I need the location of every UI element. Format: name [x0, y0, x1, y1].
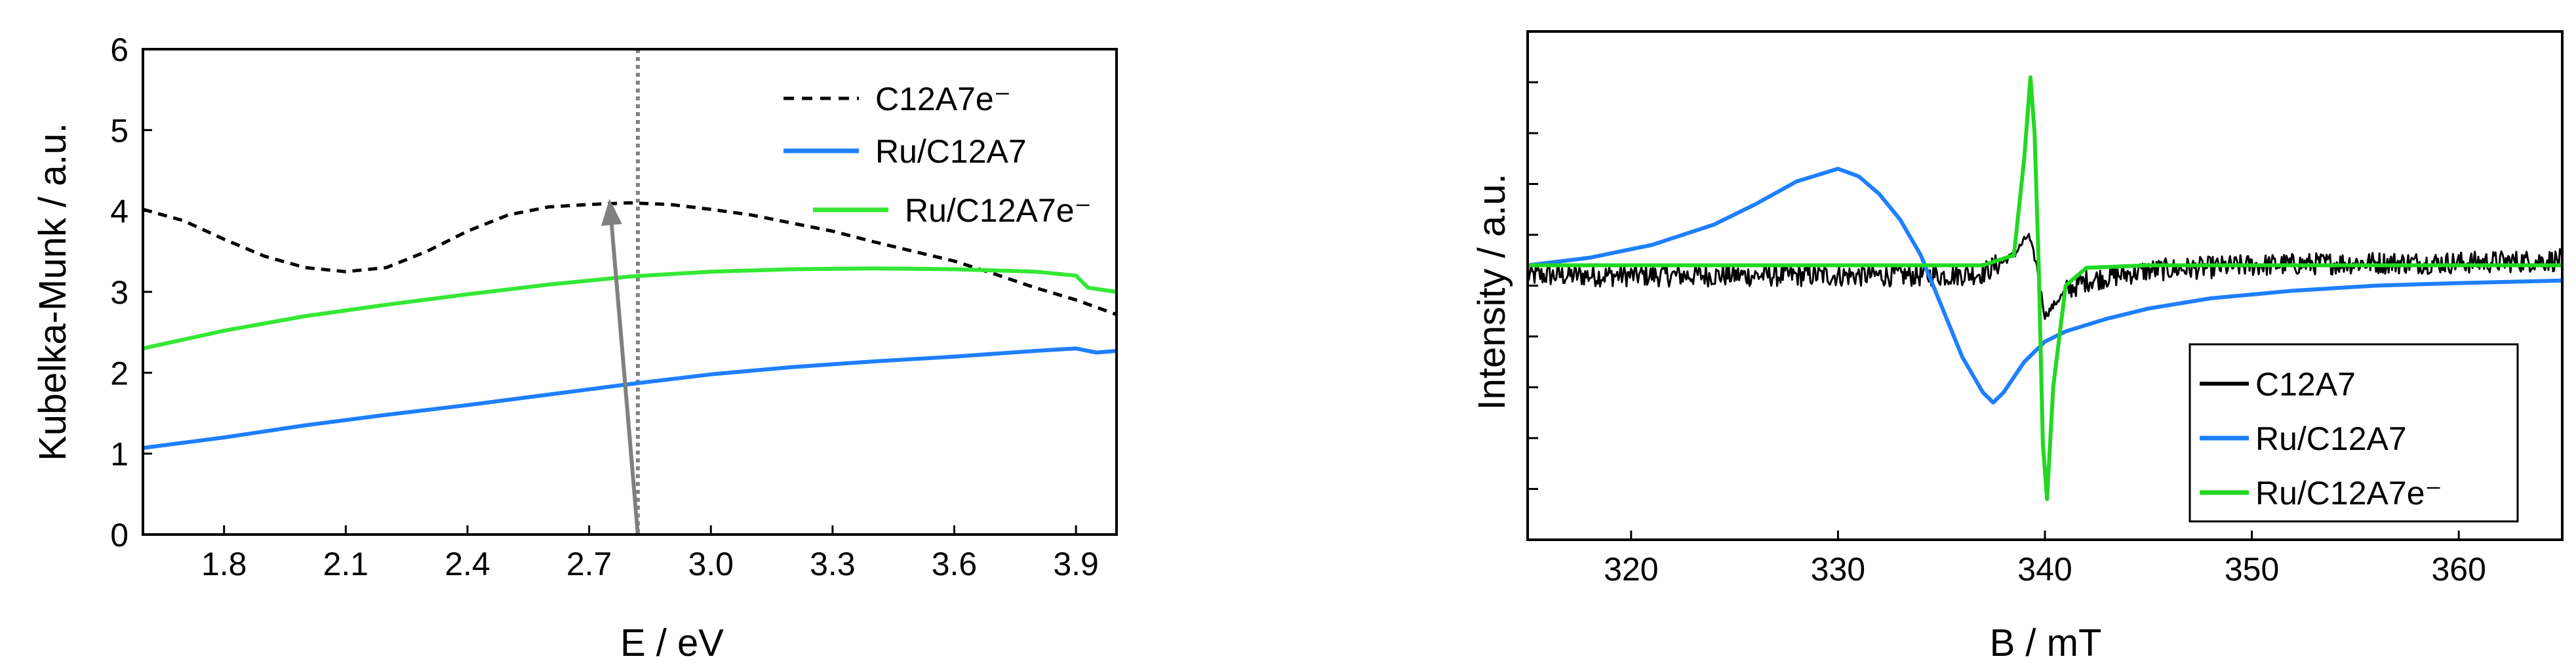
uvvis-legend: C12A7e⁻ Ru/C12A7 Ru/C12A7e⁻ [783, 81, 1092, 229]
legend-label-c12a7e: C12A7e⁻ [875, 81, 1011, 117]
uvvis-y-tick-label: 4 [110, 193, 129, 230]
uvvis-y-tick-label: 3 [110, 274, 129, 311]
uvvis-x-tick-label: 3.3 [810, 546, 856, 582]
epr-y-axis-label: Intensity / a.u. [1471, 173, 1513, 410]
uvvis-x-tick-label: 3.6 [932, 546, 978, 582]
epr-x-tick-label: 340 [2017, 551, 2072, 588]
epr-plot-frame [1526, 30, 2564, 541]
uvvis-y-tick-label: 2 [110, 355, 129, 392]
uvvis-x-tick-label: 2.1 [323, 546, 369, 582]
uvvis-y-axis-label: Kubelka-Munk / a.u. [31, 123, 74, 461]
epr-panel: 320 330 340 350 360 B / mT Intensity / a.u. … [1471, 30, 2564, 664]
epr-x-tick-label: 350 [2225, 551, 2279, 588]
epr-x-tick-label: 320 [1604, 551, 1658, 588]
uvvis-annotation-arrow [609, 224, 640, 535]
uvvis-series-c12a7e [142, 201, 1117, 316]
uvvis-x-tick-label: 2.7 [566, 546, 612, 582]
legend-label-ru-c12a7: Ru/C12A7 [875, 133, 1027, 170]
uvvis-x-tick-label: 1.8 [201, 546, 247, 582]
uvvis-y-tick-label: 5 [110, 112, 129, 149]
epr-legend: C12A7 Ru/C12A7 Ru/C12A7e⁻ [2189, 343, 2519, 523]
epr-series-ru-c12a7 [1527, 167, 2563, 405]
uvvis-y-tick-label: 6 [110, 31, 129, 68]
legend-label-epr-ru-c12a7: Ru/C12A7 [2255, 420, 2407, 457]
legend-label-c12a7: C12A7 [2255, 366, 2356, 403]
epr-x-tick-label: 330 [1811, 551, 1865, 588]
epr-x-axis-label: B / mT [1990, 622, 2102, 664]
uvvis-x-tick-label: 2.4 [445, 546, 490, 582]
uvvis-annotation-arrowhead [601, 199, 622, 226]
epr-x-tick-label: 360 [2431, 551, 2486, 588]
uvvis-x-axis-label: E / eV [620, 622, 724, 664]
uvvis-y-tick-label: 1 [110, 436, 129, 473]
uvvis-panel: 1.8 2.1 2.4 2.7 3.0 3.3 3.6 3.9 0 1 2 3 4 5 6 E / eV K… [31, 31, 1118, 664]
uvvis-plot-frame [142, 48, 1118, 536]
epr-series-ru-c12a7e [1528, 75, 2562, 501]
legend-label-epr-ru-c12a7e: Ru/C12A7e⁻ [2255, 475, 2442, 512]
legend-label-ru-c12a7e: Ru/C12A7e⁻ [905, 192, 1092, 229]
uvvis-series-ru-c12a7 [142, 346, 1117, 450]
epr-series-c12a7 [1526, 233, 2564, 320]
uvvis-y-tick-label: 0 [110, 517, 129, 554]
uvvis-x-tick-label: 3.0 [688, 546, 734, 582]
uvvis-x-tick-label: 3.9 [1053, 546, 1099, 582]
uvvis-series-ru-c12a7e [142, 266, 1117, 351]
